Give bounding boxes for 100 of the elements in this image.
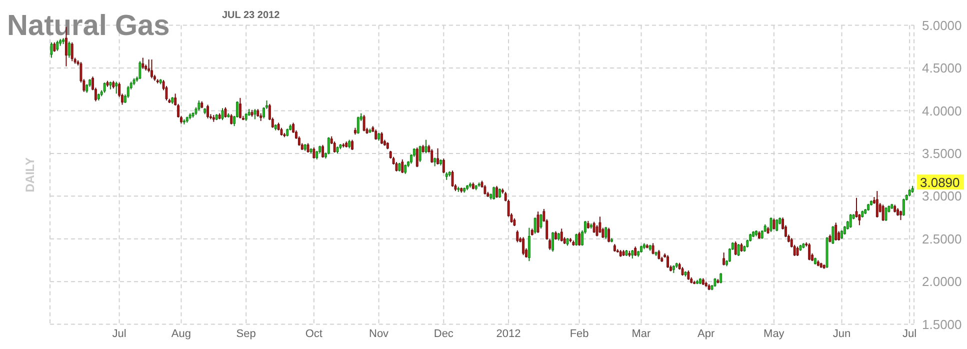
candlestick bbox=[770, 217, 772, 233]
x-tick-label: Jul bbox=[902, 328, 917, 340]
candlestick bbox=[327, 136, 330, 155]
candlestick bbox=[884, 206, 888, 222]
candlestick bbox=[536, 211, 540, 234]
x-tick-label: Mar bbox=[632, 328, 652, 340]
candlestick bbox=[734, 240, 737, 256]
candlestick bbox=[592, 221, 596, 234]
candlestick bbox=[666, 254, 669, 268]
candlestick bbox=[103, 82, 106, 94]
candlestick bbox=[206, 104, 209, 119]
candlestick bbox=[442, 158, 445, 174]
candlestick bbox=[224, 106, 227, 118]
candlestick bbox=[333, 140, 336, 154]
candlestick bbox=[808, 242, 811, 261]
candlestick bbox=[876, 190, 878, 218]
candlestick bbox=[604, 226, 608, 240]
candlestick bbox=[548, 238, 552, 250]
candlestick bbox=[416, 146, 418, 168]
candlestick bbox=[552, 232, 554, 252]
x-tick-label: May bbox=[764, 328, 785, 340]
x-tick-label: Jun bbox=[832, 328, 851, 340]
x-tick-label: Oct bbox=[305, 328, 322, 340]
candlestick bbox=[776, 218, 778, 232]
candlestick bbox=[306, 142, 310, 154]
candlestick bbox=[772, 218, 776, 230]
candlestick bbox=[150, 58, 153, 79]
x-tick-label: Jul bbox=[112, 328, 126, 340]
candlestick bbox=[436, 148, 439, 166]
y-tick-label: 5.0000 bbox=[922, 18, 962, 33]
chart-subtitle: JUL 23 2012 bbox=[222, 10, 280, 21]
candlestick bbox=[362, 114, 366, 132]
candlestick bbox=[395, 161, 398, 172]
x-tick-label: Nov bbox=[369, 328, 390, 340]
x-tick-label: Aug bbox=[171, 328, 192, 340]
candlestick bbox=[356, 116, 360, 134]
y-tick-label: 2.5000 bbox=[922, 231, 962, 246]
text: 3.0890 bbox=[920, 175, 960, 190]
candlestick bbox=[832, 226, 834, 244]
candlestick bbox=[380, 132, 383, 145]
candlestick bbox=[484, 184, 486, 195]
candlestick bbox=[658, 249, 660, 260]
candlestick bbox=[528, 227, 530, 262]
candlestick bbox=[796, 246, 799, 256]
candlestick bbox=[575, 233, 578, 246]
candlestick bbox=[374, 129, 378, 140]
candlestick bbox=[404, 164, 407, 174]
x-tick-label: Dec bbox=[434, 328, 454, 340]
y-tick-label: 3.0000 bbox=[922, 188, 962, 204]
y-tick-label: 3.5000 bbox=[922, 146, 962, 161]
candlestick bbox=[198, 100, 200, 112]
candlestick bbox=[540, 214, 542, 230]
candlestick bbox=[900, 210, 902, 221]
candlestick bbox=[238, 97, 242, 119]
candlestick bbox=[498, 188, 501, 198]
candlestick bbox=[560, 228, 563, 242]
candlestick bbox=[902, 198, 905, 216]
candlestick bbox=[720, 272, 722, 284]
candlestick bbox=[516, 230, 519, 243]
candlestick bbox=[608, 227, 610, 243]
candlestick bbox=[492, 186, 496, 200]
y-tick-label: 1.5000 bbox=[922, 316, 962, 332]
candlestick bbox=[254, 108, 256, 120]
candlestick bbox=[737, 243, 740, 256]
y-tick-label: 4.0000 bbox=[922, 103, 962, 118]
candlestick bbox=[142, 57, 144, 70]
candlestick bbox=[534, 217, 536, 234]
candlestick bbox=[451, 170, 454, 188]
candlestick bbox=[401, 158, 404, 174]
x-tick-label: Feb bbox=[570, 328, 589, 340]
candlestick bbox=[424, 139, 428, 154]
x-tick-label: Sep bbox=[236, 328, 256, 340]
candlestick bbox=[578, 232, 581, 246]
candlestick bbox=[834, 222, 838, 242]
candlestick bbox=[418, 145, 422, 162]
candlestick bbox=[849, 214, 852, 228]
candlestick bbox=[115, 81, 118, 94]
candlestick bbox=[56, 40, 59, 52]
candlestick bbox=[430, 148, 434, 164]
candlestick bbox=[322, 144, 324, 158]
candlestick bbox=[496, 185, 498, 198]
candlestick bbox=[68, 41, 70, 58]
x-tick-label: Apr bbox=[698, 328, 715, 340]
candlestick bbox=[50, 42, 53, 58]
candlestick bbox=[882, 204, 884, 222]
candlestick bbox=[351, 139, 354, 151]
candlestick bbox=[70, 42, 74, 62]
y-tick-label: 4.5000 bbox=[922, 60, 962, 76]
chart-title: Natural Gas bbox=[7, 10, 170, 42]
candlestick bbox=[634, 246, 637, 256]
candlestick bbox=[230, 114, 233, 125]
candlestick bbox=[687, 270, 690, 280]
candlestick bbox=[312, 146, 316, 160]
candlestick bbox=[652, 242, 654, 255]
x-tick-label: 2012 bbox=[496, 328, 521, 340]
candlestick bbox=[53, 42, 56, 52]
candlestick bbox=[522, 236, 524, 256]
candlestick bbox=[138, 60, 142, 80]
candlestick bbox=[722, 252, 726, 266]
y-tick-label: 2.0000 bbox=[922, 274, 962, 290]
